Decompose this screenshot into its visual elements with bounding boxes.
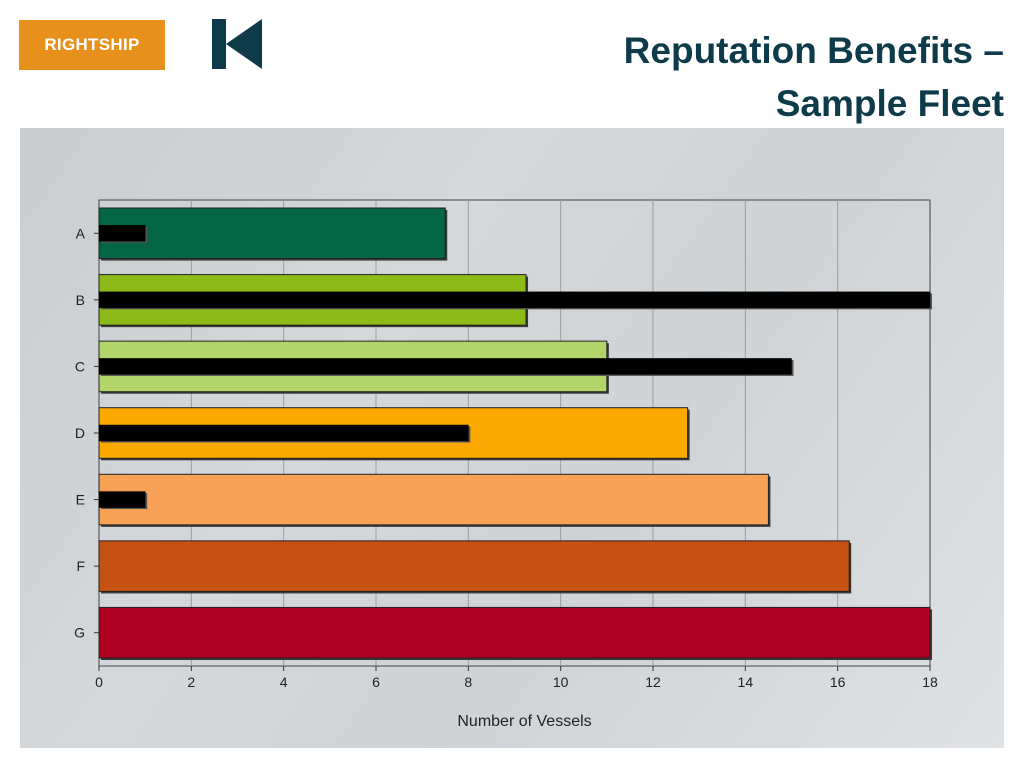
slide-title: Reputation Benefits – Sample Fleet <box>444 24 1004 130</box>
x-tick-label: 16 <box>830 674 846 690</box>
y-tick-label: E <box>76 492 85 508</box>
inner-bar-B <box>98 291 931 309</box>
rightship-logo-text: RIGHTSHIP <box>44 35 140 54</box>
x-tick-label: 4 <box>280 674 288 690</box>
bar-G <box>98 606 931 659</box>
inner-bar-A <box>98 225 146 242</box>
y-tick-label: C <box>75 358 85 374</box>
x-axis-label: Number of Vessels <box>457 713 591 730</box>
x-tick-label: 8 <box>464 674 472 690</box>
bar-F <box>98 540 850 592</box>
x-tick-label: 10 <box>553 674 569 690</box>
inner-bar-E <box>98 491 146 508</box>
rightship-k-mark-icon <box>212 19 262 69</box>
bar-chart: A B C D E F G 0 2 4 6 8 10 12 14 16 18 Number of Vessels <box>74 199 938 730</box>
chart-panel: A B C D E F G 0 2 4 6 8 10 12 14 16 18 Number of Vessels <box>20 128 1004 748</box>
y-tick-label: F <box>76 558 85 574</box>
bar-E <box>98 473 769 526</box>
x-tick-label: 2 <box>187 674 195 690</box>
y-tick-label: D <box>75 425 85 441</box>
bar-A <box>98 207 446 260</box>
x-tick-label: 18 <box>922 674 938 690</box>
inner-bar-C <box>98 358 792 375</box>
y-tick-label: B <box>76 292 85 308</box>
x-tick-label: 14 <box>738 674 754 690</box>
y-tick-label: G <box>74 625 85 641</box>
rightship-logo: RIGHTSHIP <box>19 20 165 70</box>
x-tick-label: 12 <box>645 674 661 690</box>
y-tick-label: A <box>76 225 86 241</box>
slide-title-line2: Sample Fleet <box>775 83 1004 124</box>
slide-title-line1: Reputation Benefits – <box>623 30 1004 71</box>
inner-bar-D <box>98 424 469 442</box>
x-tick-label: 0 <box>95 674 103 690</box>
x-tick-label: 6 <box>372 674 380 690</box>
